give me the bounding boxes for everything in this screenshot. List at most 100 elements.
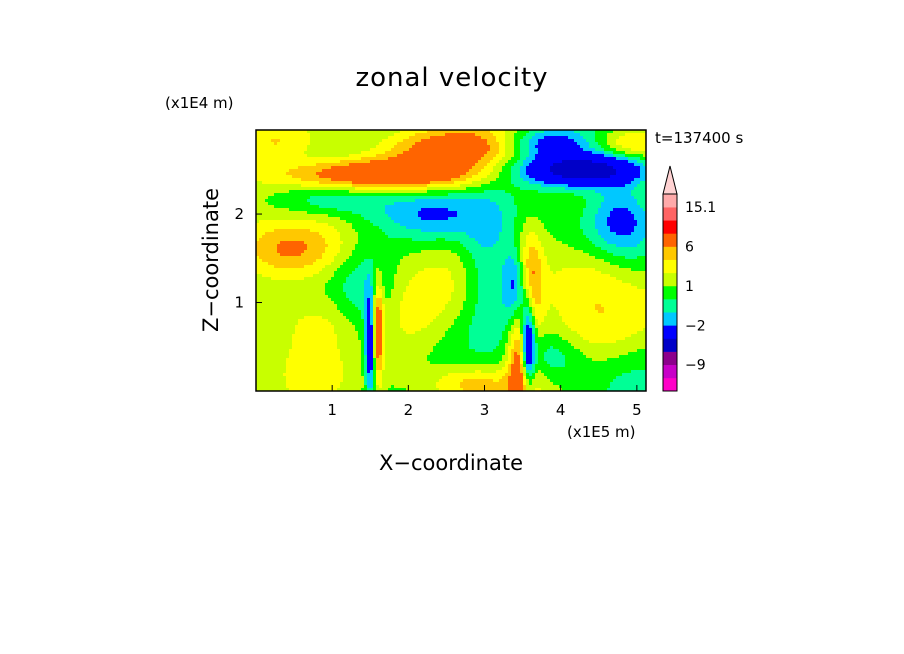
heatmap-cell xyxy=(550,169,554,173)
heatmap-cell xyxy=(640,235,644,239)
heatmap-cell xyxy=(346,163,350,167)
heatmap-cell xyxy=(463,145,467,149)
heatmap-cell xyxy=(277,202,281,206)
heatmap-cell xyxy=(460,163,464,167)
heatmap-cell xyxy=(505,220,509,224)
heatmap-cell xyxy=(310,172,314,176)
heatmap-cell xyxy=(472,157,476,161)
heatmap-cell xyxy=(601,178,605,182)
heatmap-cell xyxy=(532,241,536,245)
heatmap-cell xyxy=(424,187,428,191)
heatmap-cell xyxy=(634,202,638,206)
heatmap-cell xyxy=(325,133,329,137)
heatmap-cell xyxy=(295,133,299,137)
heatmap-cell xyxy=(625,139,629,143)
heatmap-cell xyxy=(574,211,578,215)
heatmap-cell xyxy=(274,145,278,149)
heatmap-cell xyxy=(577,166,581,170)
heatmap-cell xyxy=(505,232,509,236)
heatmap-cell xyxy=(466,172,470,176)
heatmap-cell xyxy=(421,142,425,146)
heatmap-cell xyxy=(343,205,347,209)
heatmap-cell xyxy=(421,169,425,173)
heatmap-cell xyxy=(406,175,410,179)
heatmap-cell xyxy=(631,130,635,134)
heatmap-cell xyxy=(523,169,527,173)
heatmap-cell xyxy=(553,232,557,236)
heatmap-cell xyxy=(319,133,323,137)
heatmap-cell xyxy=(445,217,449,221)
heatmap-cell xyxy=(418,232,422,236)
heatmap-cell xyxy=(520,217,524,221)
heatmap-cell xyxy=(394,208,398,212)
heatmap-cell xyxy=(427,145,431,149)
heatmap-cell xyxy=(397,163,401,167)
heatmap-cell xyxy=(544,187,548,191)
heatmap-cell xyxy=(409,145,413,149)
heatmap-cell xyxy=(397,157,401,161)
heatmap-cell xyxy=(259,145,263,149)
heatmap-cell xyxy=(565,238,569,242)
heatmap-cell xyxy=(322,196,326,200)
heatmap-cell xyxy=(487,205,491,209)
heatmap-cell xyxy=(436,241,440,245)
heatmap-cell xyxy=(523,145,527,149)
heatmap-cell xyxy=(343,175,347,179)
heatmap-cell xyxy=(367,193,371,197)
heatmap-cell xyxy=(355,244,359,248)
heatmap-cell xyxy=(451,145,455,149)
heatmap-cell xyxy=(259,175,263,179)
heatmap-cell xyxy=(271,244,275,248)
heatmap-cell xyxy=(508,235,512,239)
heatmap-cell xyxy=(358,196,362,200)
heatmap-cell xyxy=(634,217,638,221)
heatmap-cell xyxy=(589,190,593,194)
heatmap-cell xyxy=(505,193,509,197)
heatmap-cell xyxy=(457,193,461,197)
heatmap-cell xyxy=(346,211,350,215)
heatmap-cell xyxy=(268,208,272,212)
heatmap-cell xyxy=(304,244,308,248)
heatmap-cell xyxy=(496,181,500,185)
heatmap-cell xyxy=(277,181,281,185)
heatmap-cell xyxy=(613,157,617,161)
heatmap-cell xyxy=(400,163,404,167)
heatmap-cell xyxy=(634,178,638,182)
heatmap-cell xyxy=(265,175,269,179)
heatmap-cell xyxy=(418,175,422,179)
heatmap-cell xyxy=(532,136,536,140)
heatmap-cell xyxy=(337,223,341,227)
heatmap-cell xyxy=(631,196,635,200)
heatmap-cell xyxy=(445,202,449,206)
heatmap-cell xyxy=(382,226,386,230)
heatmap-cell xyxy=(589,223,593,227)
heatmap-cell xyxy=(439,145,443,149)
heatmap-cell xyxy=(361,184,365,188)
heatmap-cell xyxy=(322,229,326,233)
heatmap-cell xyxy=(445,205,449,209)
heatmap-cell xyxy=(319,163,323,167)
heatmap-cell xyxy=(403,169,407,173)
heatmap-cell xyxy=(532,133,536,137)
heatmap-cell xyxy=(430,139,434,143)
heatmap-cell xyxy=(463,238,467,242)
heatmap-cell xyxy=(580,217,584,221)
heatmap-cell xyxy=(487,199,491,203)
heatmap-cell xyxy=(424,220,428,224)
heatmap-cell xyxy=(583,148,587,152)
heatmap-cell xyxy=(466,169,470,173)
heatmap-cell xyxy=(406,166,410,170)
heatmap-cell xyxy=(340,154,344,158)
heatmap-cell xyxy=(517,160,521,164)
heatmap-cell xyxy=(616,187,620,191)
heatmap-cell xyxy=(376,166,380,170)
heatmap-cell xyxy=(595,238,599,242)
heatmap-cell xyxy=(607,175,611,179)
heatmap-cell xyxy=(523,223,527,227)
heatmap-cell xyxy=(256,181,260,185)
heatmap-cell xyxy=(631,154,635,158)
heatmap-cell xyxy=(328,181,332,185)
heatmap-cell xyxy=(451,241,455,245)
heatmap-cell xyxy=(334,241,338,245)
heatmap-cell xyxy=(598,205,602,209)
